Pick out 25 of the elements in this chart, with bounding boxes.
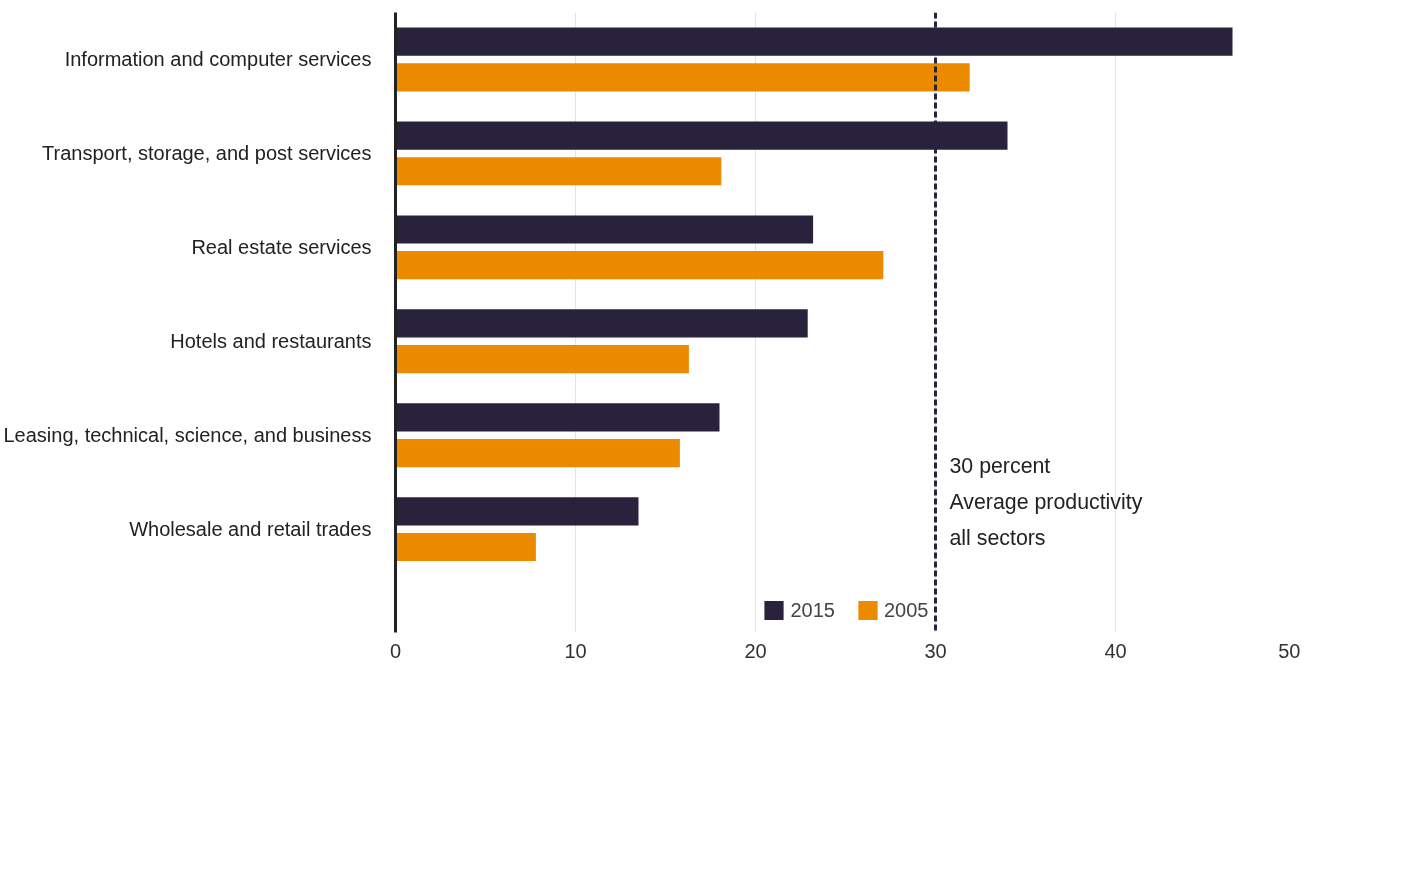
y-tick-label: Leasing, technical, science, and business xyxy=(3,424,372,447)
y-tick-label: Wholesale and retail trades xyxy=(129,518,372,541)
y-tick-label: Information and computer services xyxy=(64,48,372,71)
bar xyxy=(395,438,680,468)
bar xyxy=(395,63,970,92)
bar xyxy=(395,251,884,280)
y-tick-label: Hotels and restaurants xyxy=(170,330,372,353)
x-tick-label: 30 xyxy=(924,639,947,662)
bar xyxy=(395,345,689,374)
x-tick-label: 20 xyxy=(744,639,767,662)
bar xyxy=(395,215,814,244)
x-tick-label: 10 xyxy=(564,639,587,662)
bar xyxy=(395,309,808,338)
legend-label: 2015 xyxy=(790,598,835,622)
x-tick-label: 50 xyxy=(1278,639,1301,662)
x-tick-label: 0 xyxy=(389,639,402,662)
y-tick-label: Transport, storage, and post services xyxy=(42,142,372,165)
x-tick-label: 40 xyxy=(1104,639,1127,662)
y-tick-label: Real estate services xyxy=(191,236,372,259)
legend-label: 2005 xyxy=(884,598,929,622)
bar xyxy=(395,403,720,432)
ref-line-label: 30 percent Average productivity all sectors xyxy=(949,454,1143,551)
bar xyxy=(395,532,536,562)
bar xyxy=(395,157,722,186)
bar xyxy=(395,497,639,526)
